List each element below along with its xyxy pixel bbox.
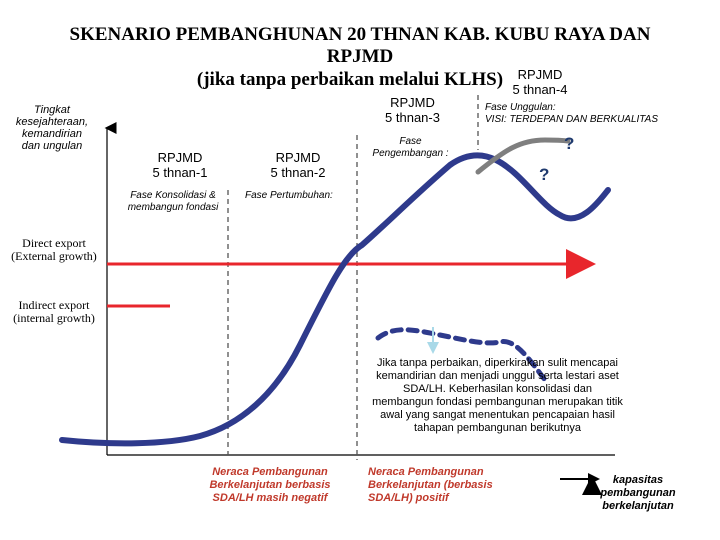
period-label-1: RPJMD 5 thnan-1 bbox=[152, 150, 208, 180]
question-mark-2: ? bbox=[539, 165, 550, 184]
phase-pertumbuhan: Fase Pertumbuhan: bbox=[245, 190, 333, 201]
phase-unggulan: Fase Unggulan: VISI: TERDEPAN DAN BERKUAL… bbox=[485, 102, 659, 125]
capacity-arrow-head bbox=[588, 473, 600, 485]
failure-dashed-curve bbox=[375, 327, 548, 383]
gray-branch-curve bbox=[475, 137, 571, 175]
y-axis-label: Tingkat kesejahteraan, kemandirian dan u… bbox=[15, 104, 89, 152]
development-curve bbox=[59, 152, 611, 447]
note-paragraph: Jika tanpa perbaikan, diperkirakan sulit… bbox=[372, 357, 623, 434]
question-mark-1: ? bbox=[564, 134, 575, 153]
period-label-4: RPJMD 5 thnan-4 bbox=[512, 67, 568, 97]
title-line-3: (jika tanpa perbaikan melalui KLHS) bbox=[196, 69, 504, 90]
phase-konsolidasi: Fase Konsolidasi & membangun fondasi bbox=[127, 190, 219, 213]
down-arrow-icon bbox=[427, 342, 439, 354]
capacity-label: kapasitas pembangunan berkelanjutan bbox=[600, 474, 676, 512]
title-line-2: RPJMD bbox=[326, 46, 394, 67]
neraca-negatif-label: Neraca Pembangunan Berkelanjutan berbasis… bbox=[209, 466, 331, 504]
title-line-1: SKENARIO PEMBANGHUNAN 20 THNAN KAB. KUBU… bbox=[69, 24, 651, 45]
period-label-2: RPJMD 5 thnan-2 bbox=[270, 150, 326, 180]
neraca-positif-label: Neraca Pembangunan Berkelanjutan (berbasi… bbox=[368, 466, 493, 504]
direct-export-label: Direct export (External growth) bbox=[11, 236, 97, 263]
period-label-3: RPJMD 5 thnan-3 bbox=[385, 95, 440, 125]
indirect-export-label: Indirect export (internal growth) bbox=[13, 298, 95, 325]
phase-pengembangan: Fase Pengembangan : bbox=[372, 136, 449, 159]
